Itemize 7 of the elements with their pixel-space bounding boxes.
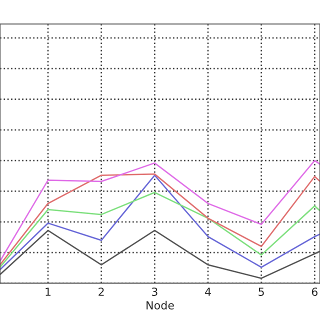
- x-tick-label: 2: [98, 288, 104, 296]
- x-tick-label: 4: [205, 288, 211, 296]
- x-axis-title: Node: [146, 300, 174, 310]
- x-tick-label: 5: [258, 288, 264, 296]
- x-tick-label: 1: [46, 288, 51, 296]
- x-tick-label: 6: [312, 288, 318, 296]
- x-tick-label: 3: [152, 288, 158, 296]
